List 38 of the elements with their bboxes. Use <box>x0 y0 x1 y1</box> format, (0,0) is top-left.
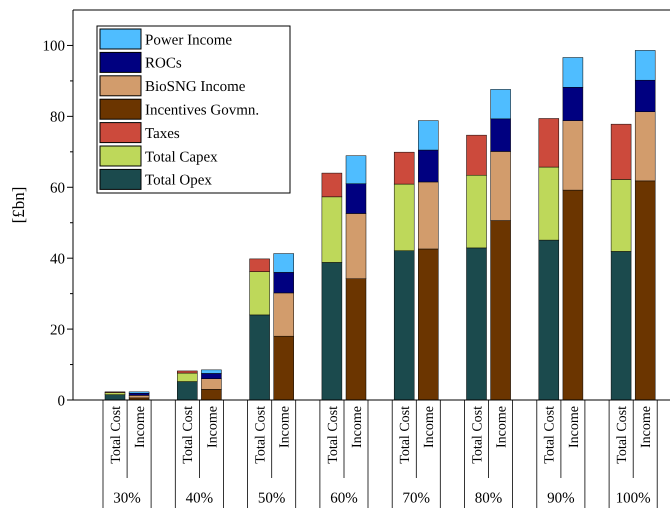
x-tick-label: Income <box>639 406 654 448</box>
text: 80% <box>474 490 502 506</box>
x-tick-label: Income <box>422 406 438 448</box>
x-tick-label: Total Cost <box>615 406 630 464</box>
x-tick-label: Total Cost <box>542 406 558 464</box>
y-tick-label: 0 <box>58 393 65 410</box>
x-tick-label: Total Cost <box>108 406 124 464</box>
y-tick-label: 80 <box>50 110 65 126</box>
y-tick-label: 40 <box>50 251 65 268</box>
x-tick-label: Income <box>350 406 365 448</box>
legend-label: BioSNG Income <box>145 79 246 96</box>
x-tick-label: Total Cost <box>470 406 486 464</box>
y-tick-label: 20 <box>50 322 65 338</box>
x-tick-label: Income <box>278 406 293 448</box>
legend-label: Total Capex <box>145 149 218 166</box>
text: 40% <box>186 490 214 506</box>
x-tick-label: Income <box>566 406 582 448</box>
legend-label: Total Opex <box>145 172 212 189</box>
text: 70% <box>402 490 430 506</box>
x-tick-label: Income <box>494 406 510 448</box>
x-tick-label: Income <box>205 406 220 448</box>
y-tick-label: 60 <box>50 180 65 197</box>
text: 30% <box>113 490 141 506</box>
y-axis-title: [£bn] <box>9 186 28 224</box>
text: 60% <box>330 490 358 506</box>
x-tick-label: Total Cost <box>398 406 414 464</box>
legend-label: Incentives Govmn. <box>145 102 260 118</box>
text: 90% <box>547 490 575 506</box>
x-tick-label: Total Cost <box>254 406 268 464</box>
text: 50% <box>258 490 286 506</box>
legend-label: Power Income <box>145 32 232 48</box>
y-tick-label: 100 <box>42 38 65 55</box>
text: 100% <box>616 490 651 506</box>
legend-label: Taxes <box>145 126 180 142</box>
legend-label: ROCs <box>145 56 182 72</box>
x-tick-label: Total Cost <box>326 406 341 464</box>
x-tick-label: Total Cost <box>181 406 196 464</box>
x-tick-label: Income <box>133 406 148 448</box>
